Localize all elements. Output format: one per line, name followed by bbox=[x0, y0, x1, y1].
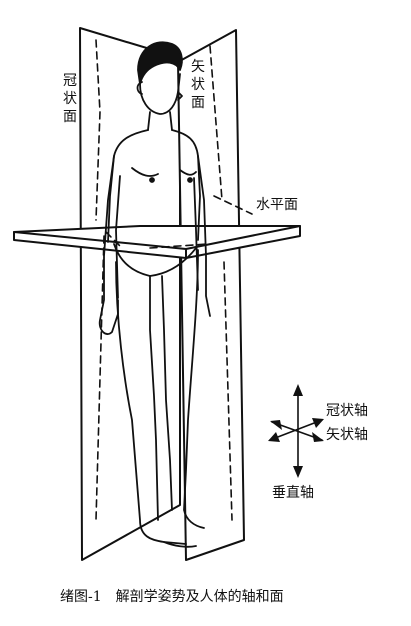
vertical-axis-arrowhead bbox=[293, 466, 303, 478]
vertical-axis-label: 垂直轴 bbox=[272, 485, 314, 501]
sagittal-plane bbox=[177, 29, 245, 561]
axes-symbol bbox=[268, 384, 324, 478]
coronal-axis-label: 冠状轴 bbox=[326, 403, 368, 419]
coronal-plane-label: 冠状面 bbox=[63, 73, 77, 125]
plane-intersection-lines bbox=[95, 39, 253, 521]
sagittal-plane-label: 矢状面 bbox=[191, 59, 205, 111]
sagittal-axis-label: 矢状轴 bbox=[326, 427, 368, 443]
human-figure bbox=[98, 41, 211, 548]
vertical-axis-arrowhead-top bbox=[293, 384, 303, 396]
figure-caption: 绪图-1 解剖学姿势及人体的轴和面 bbox=[60, 589, 284, 605]
horizontal-plane bbox=[13, 225, 301, 259]
coronal-plane bbox=[79, 27, 181, 561]
horizontal-plane-label: 水平面 bbox=[256, 197, 298, 213]
